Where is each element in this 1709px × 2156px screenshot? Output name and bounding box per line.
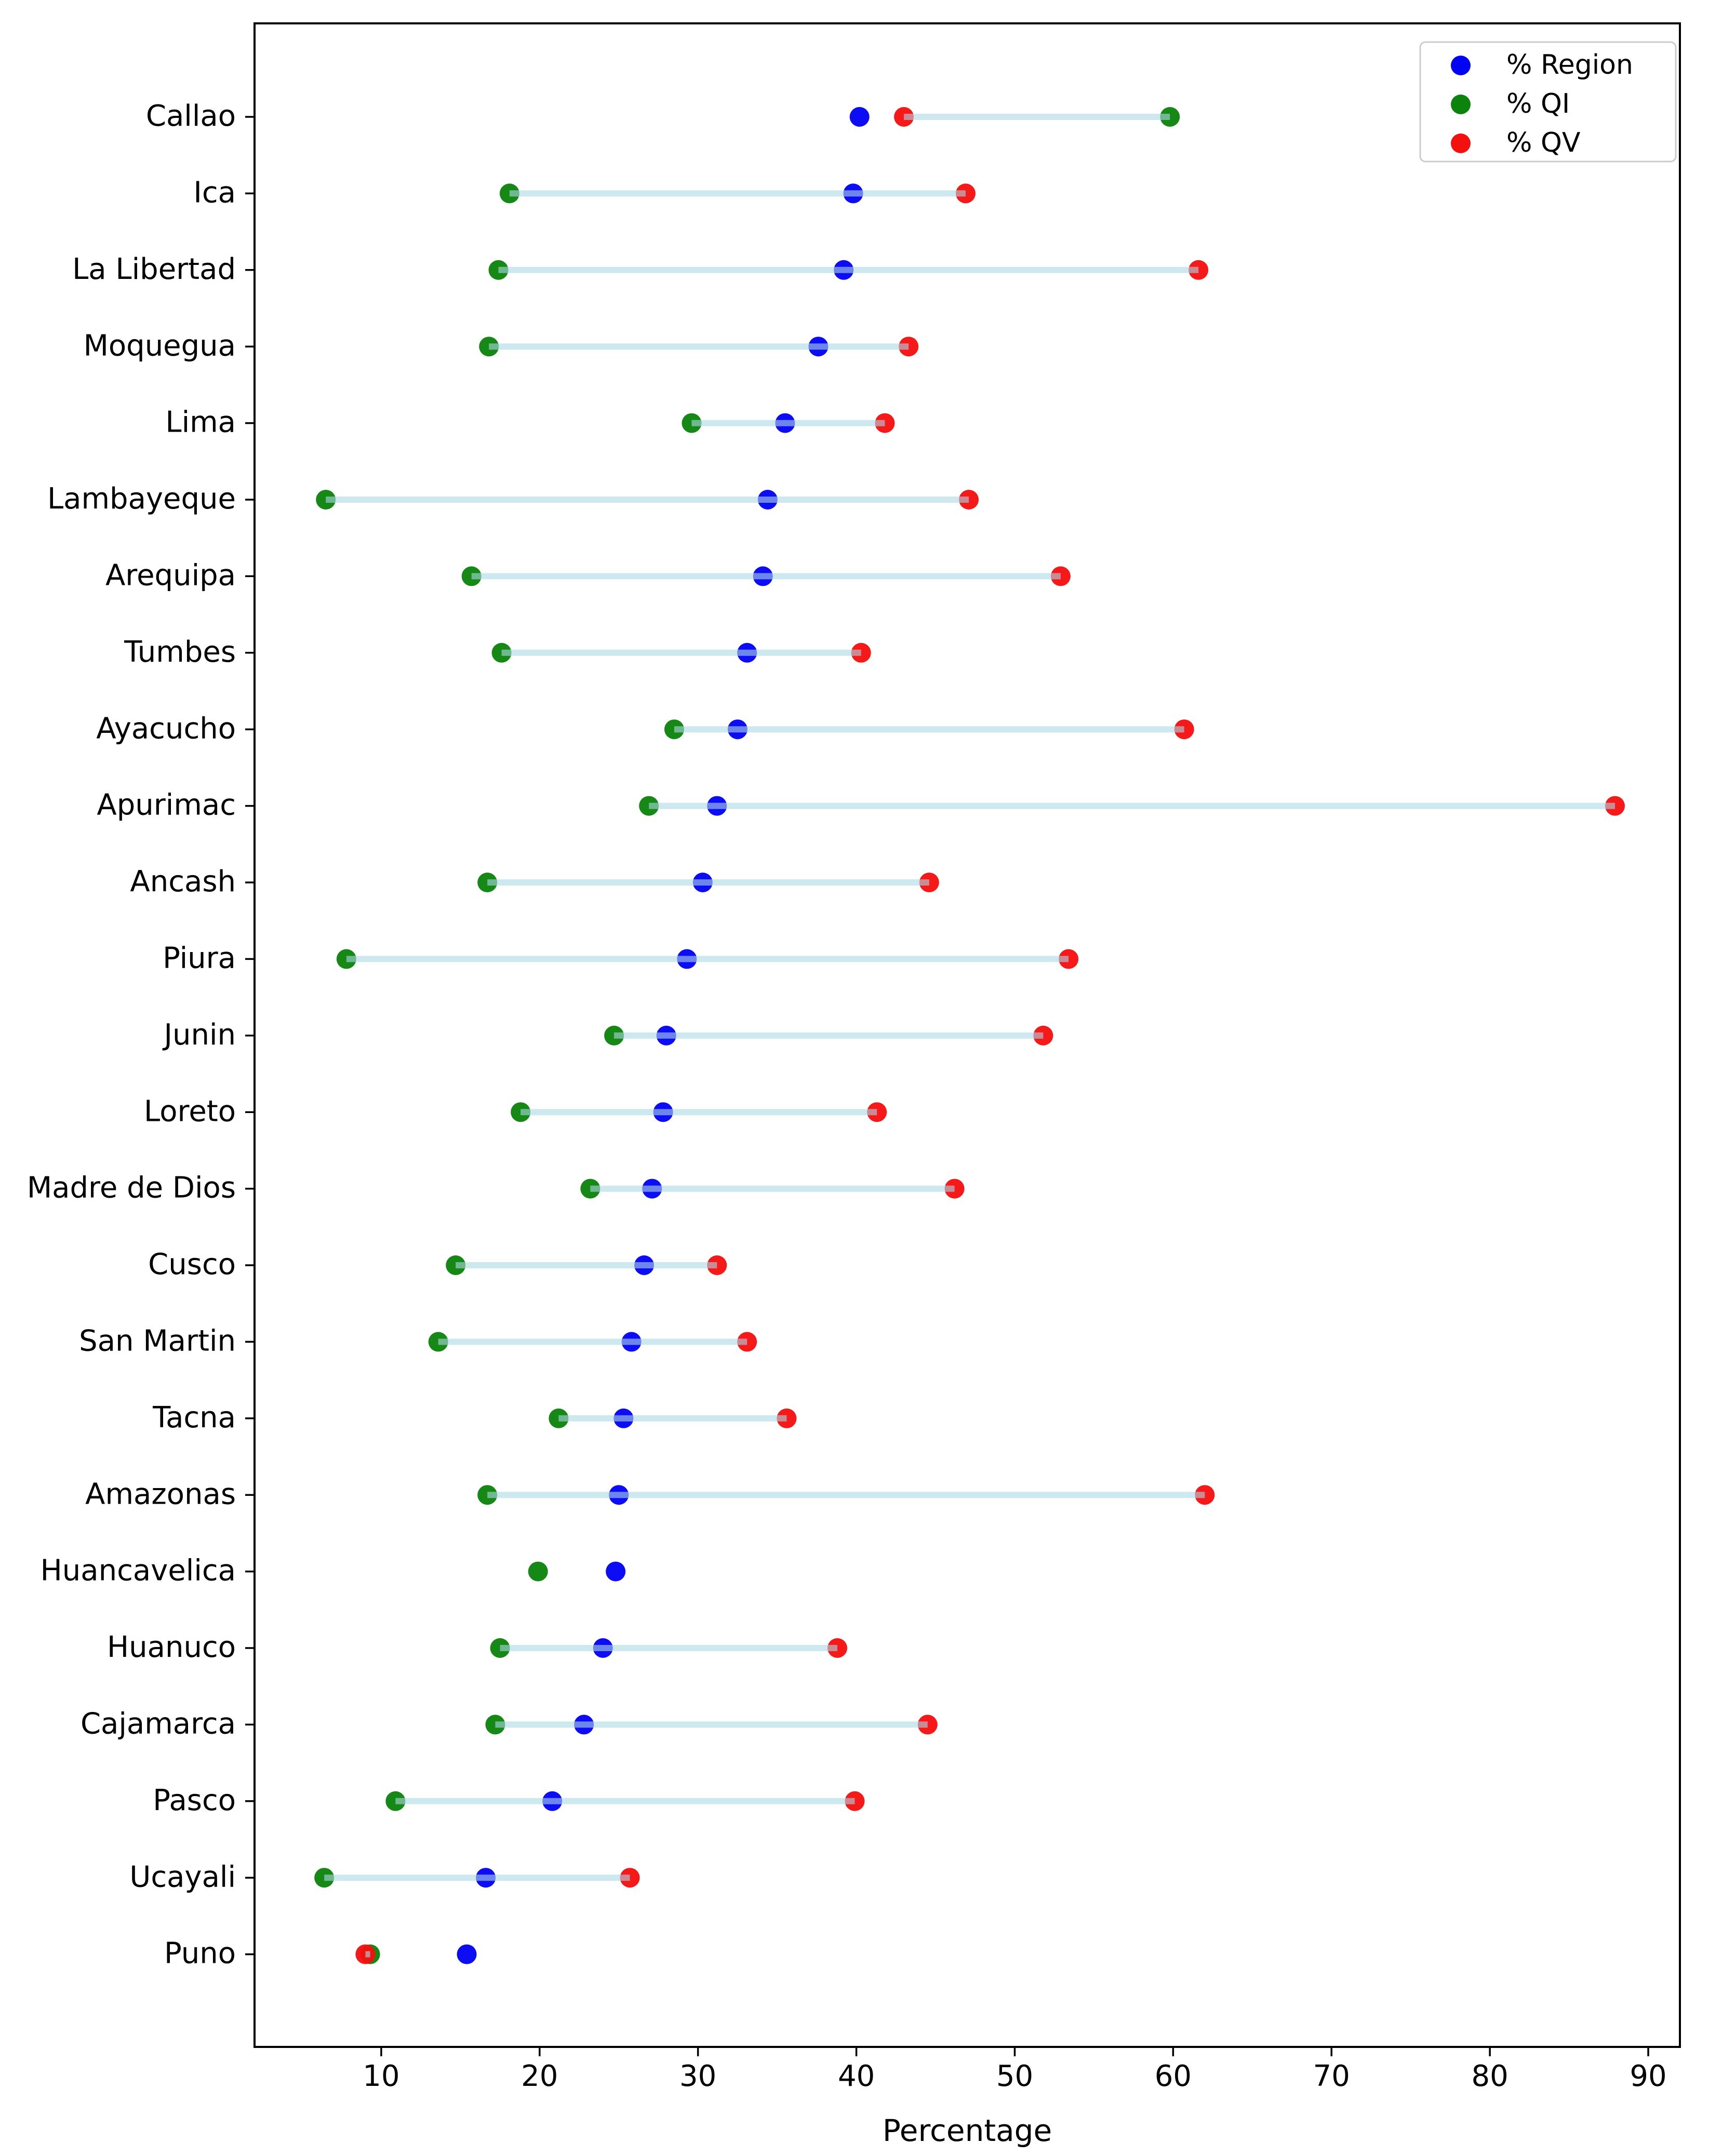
legend-marker-icon-pct-qv bbox=[1451, 133, 1471, 153]
y-tick-label-puno: Puno bbox=[164, 1937, 236, 1971]
legend-box bbox=[1419, 41, 1677, 163]
y-tick-label-madre-de-dios: Madre de Dios bbox=[27, 1171, 236, 1205]
y-tick-label-pasco: Pasco bbox=[153, 1784, 236, 1817]
y-tick-label-ucayali: Ucayali bbox=[129, 1860, 236, 1894]
x-tick-label-90: 90 bbox=[1630, 2059, 1666, 2093]
y-tick-label-lima: Lima bbox=[165, 406, 236, 439]
y-tick-label-ica: Ica bbox=[193, 176, 236, 210]
y-tick-label-junin: Junin bbox=[162, 1018, 236, 1052]
legend-label-pct-region: % Region bbox=[1506, 49, 1633, 81]
y-tick-label-apurimac: Apurimac bbox=[97, 788, 236, 822]
y-tick-label-ancash: Ancash bbox=[130, 865, 236, 899]
dot-pct-qi-huancavelica bbox=[528, 1561, 548, 1582]
y-tick-label-huancavelica: Huancavelica bbox=[41, 1554, 236, 1588]
y-tick-label-huanuco: Huanuco bbox=[107, 1630, 236, 1664]
plot-frame bbox=[253, 22, 1681, 2048]
y-tick-label-tacna: Tacna bbox=[152, 1401, 236, 1435]
x-tick-label-40: 40 bbox=[838, 2059, 875, 2093]
y-tick-label-tumbes: Tumbes bbox=[124, 635, 236, 669]
y-tick-label-cusco: Cusco bbox=[148, 1248, 236, 1281]
x-axis-label: Percentage bbox=[883, 2113, 1052, 2148]
y-tick-label-piura: Piura bbox=[163, 942, 236, 975]
dot-pct-region-huancavelica bbox=[606, 1561, 626, 1582]
dot-pct-region-puno bbox=[457, 1944, 477, 1964]
x-tick-label-20: 20 bbox=[521, 2059, 558, 2093]
x-tick-label-80: 80 bbox=[1472, 2059, 1508, 2093]
y-tick-label-cajamarca: Cajamarca bbox=[81, 1707, 236, 1741]
y-tick-label-san-martin: San Martin bbox=[79, 1324, 236, 1358]
legend-label-pct-qi: % QI bbox=[1506, 88, 1570, 119]
y-tick-label-loreto: Loreto bbox=[144, 1094, 236, 1128]
legend-marker-icon-pct-region bbox=[1451, 56, 1471, 75]
y-tick-label-la-libertad: La Libertad bbox=[72, 252, 236, 286]
y-tick-label-arequipa: Arequipa bbox=[105, 559, 236, 593]
x-tick-label-30: 30 bbox=[679, 2059, 716, 2093]
legend-marker-icon-pct-qi bbox=[1451, 95, 1471, 114]
x-tick-label-60: 60 bbox=[1155, 2059, 1192, 2093]
x-tick-label-70: 70 bbox=[1313, 2059, 1350, 2093]
y-tick-label-moquegua: Moquegua bbox=[84, 329, 236, 363]
y-tick-label-ayacucho: Ayacucho bbox=[96, 712, 236, 745]
y-tick-label-lambayeque: Lambayeque bbox=[47, 482, 236, 516]
y-tick-label-callao: Callao bbox=[146, 99, 236, 133]
legend-label-pct-qv: % QV bbox=[1506, 127, 1581, 158]
x-tick-label-50: 50 bbox=[996, 2059, 1033, 2093]
x-tick-label-10: 10 bbox=[363, 2059, 399, 2093]
y-tick-label-amazonas: Amazonas bbox=[85, 1477, 236, 1511]
dot-pct-region-callao bbox=[849, 107, 870, 127]
